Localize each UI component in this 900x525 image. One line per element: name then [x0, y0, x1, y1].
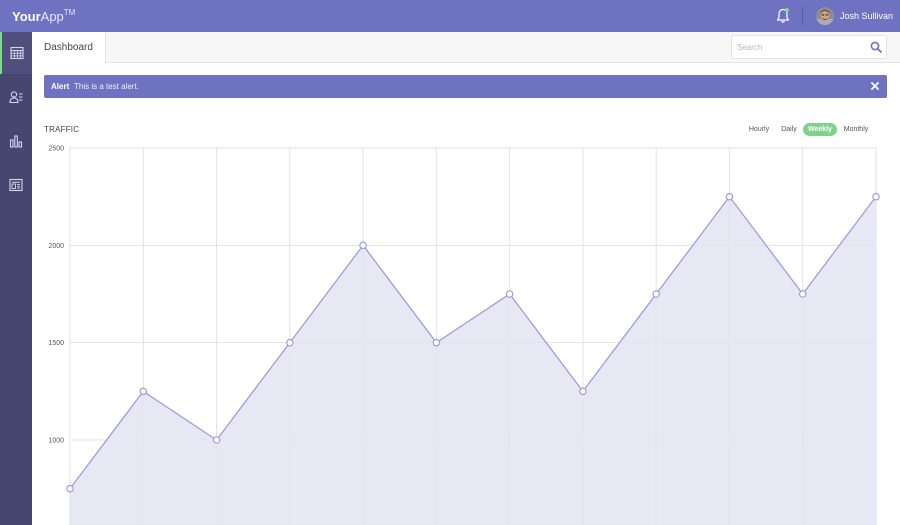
top-bar: YourAppTM Josh Sullivan [0, 0, 900, 32]
y-tick-label: 2000 [48, 243, 64, 250]
sidebar-item-users[interactable] [0, 76, 32, 118]
data-point [505, 290, 514, 298]
chart-title: TRAFFIC [44, 125, 80, 134]
data-point [652, 290, 660, 298]
chart-horizontal-grid [70, 147, 876, 441]
chart-area-layer [69, 195, 877, 525]
tab-dashboard[interactable]: Dashboard [32, 32, 106, 64]
alert-message: This is a test alert. [74, 82, 139, 91]
y-tick-label: 1000 [48, 438, 64, 445]
data-point [359, 241, 367, 250]
topbar-divider [802, 6, 803, 26]
search-box [731, 35, 887, 59]
data-point [579, 387, 587, 396]
tab-dashboard-label: Dashboard [44, 42, 93, 53]
y-tick-label: 2500 [48, 146, 64, 153]
sidebar-item-calendar[interactable] [0, 32, 32, 74]
data-point [212, 436, 221, 444]
chart-vertical-grid [69, 148, 877, 525]
avatar[interactable] [816, 7, 834, 25]
alert-title: Alert [51, 82, 70, 91]
data-point [286, 338, 294, 347]
bar-chart-icon [9, 135, 23, 148]
range-monthly-button[interactable]: Monthly [843, 126, 869, 133]
data-point [139, 387, 148, 396]
close-icon[interactable] [870, 81, 880, 91]
data-point [725, 192, 734, 201]
range-weekly-button[interactable]: Weekly [803, 123, 837, 136]
data-point [798, 290, 807, 298]
user-list-icon [9, 91, 23, 104]
traffic-line [69, 195, 877, 490]
data-point [66, 484, 74, 493]
newspaper-icon [9, 178, 23, 192]
data-point [872, 192, 880, 201]
sidebar-item-reports[interactable] [0, 164, 32, 206]
traffic-area-fill [70, 196, 876, 525]
search-icon[interactable] [870, 41, 882, 53]
chart-points [66, 192, 880, 493]
alert-banner: Alert This is a test alert. [44, 75, 887, 98]
calendar-icon [10, 46, 24, 60]
sidebar-item-charts[interactable] [0, 120, 32, 162]
notification-dot [785, 8, 789, 12]
data-point [432, 338, 441, 347]
range-hourly-button[interactable]: Hourly [748, 126, 770, 133]
app-logo[interactable]: YourAppTM [12, 8, 76, 24]
user-name[interactable]: Josh Sullivan [840, 11, 894, 21]
y-tick-label: 1500 [48, 340, 64, 347]
search-input[interactable] [737, 40, 862, 54]
chart-y-axis-labels: 2500 2000 1500 1000 [48, 146, 64, 445]
range-daily-button[interactable]: Daily [781, 126, 797, 133]
sidebar [0, 32, 32, 525]
